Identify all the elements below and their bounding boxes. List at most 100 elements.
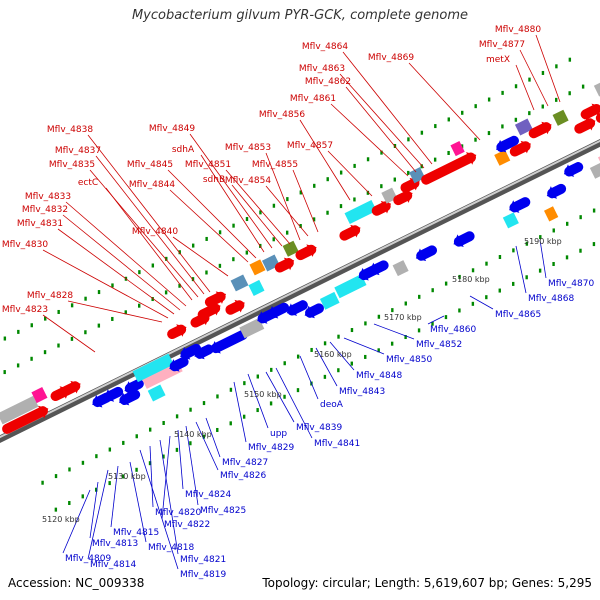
- tick-mark: [566, 221, 569, 226]
- tick-mark: [272, 203, 276, 208]
- tick-mark: [323, 374, 327, 379]
- forward-gene-label: Mflv_4853: [225, 143, 271, 153]
- leader-line: [161, 435, 171, 520]
- tick-mark: [135, 434, 138, 439]
- leader-line: [89, 169, 199, 298]
- reverse-gene-label: Mflv_4829: [248, 443, 294, 453]
- tick-mark: [460, 144, 464, 149]
- leader-line: [515, 245, 527, 294]
- gene-feature: [450, 140, 465, 157]
- leader-line: [299, 119, 351, 201]
- reverse-gene-label: Mflv_4825: [200, 506, 246, 516]
- tick-mark: [498, 255, 502, 260]
- tick-mark: [205, 236, 208, 241]
- tick-mark: [44, 316, 47, 321]
- gene-arrowhead: [402, 190, 413, 203]
- gene-arrowhead: [283, 257, 295, 271]
- forward-gene-label: sdhA: [172, 145, 195, 155]
- forward-gene-label: Mflv_4861: [290, 94, 336, 104]
- label-leader-lines: [42, 34, 561, 570]
- tick-mark: [57, 309, 60, 314]
- kbp-label: 5150 kbp: [244, 390, 282, 399]
- gene-arrowhead: [169, 359, 180, 372]
- tick-mark: [3, 336, 7, 341]
- tick-mark: [218, 230, 222, 235]
- tick-mark: [487, 97, 491, 102]
- tick-mark: [447, 117, 450, 122]
- gene-feature: [334, 274, 367, 299]
- gene-arrowhead: [306, 244, 317, 257]
- kbp-label: 5160 kbp: [314, 350, 352, 359]
- gene-feature: [552, 109, 569, 126]
- tick-mark: [391, 308, 394, 313]
- forward-gene-label: Mflv_4856: [259, 110, 305, 120]
- gene-feature: [261, 254, 280, 272]
- gene-labels: Mflv_4823 Mflv_4828 Mflv_4830 Mflv_4831 Mflv…: [2, 25, 595, 580]
- reverse-gene-label: Mflv_4813: [92, 539, 138, 549]
- tick-mark: [232, 257, 235, 262]
- tick-mark: [525, 241, 529, 246]
- reverse-gene-label: Mflv_4852: [416, 340, 462, 350]
- gene-arrowhead: [286, 303, 298, 316]
- reverse-gene-label: Mflv_4839: [296, 423, 342, 433]
- forward-gene-label: Mflv_4854: [225, 176, 271, 186]
- tick-mark: [339, 170, 343, 175]
- forward-gene-label: Mflv_4862: [305, 77, 351, 87]
- gene-arrowhead: [380, 200, 392, 214]
- tick-mark: [164, 290, 168, 295]
- leader-line: [339, 73, 425, 169]
- tick-mark: [380, 184, 383, 189]
- tick-mark: [178, 283, 181, 288]
- tick-mark: [256, 408, 259, 413]
- forward-gene-label: Mflv_4830: [2, 240, 48, 250]
- tick-mark: [30, 356, 33, 361]
- leader-line: [139, 449, 179, 570]
- leader-line: [95, 155, 205, 295]
- leader-line: [62, 214, 181, 311]
- reverse-gene: [287, 300, 308, 316]
- tick-mark: [165, 256, 168, 261]
- forward-gene-label: ectC: [78, 178, 98, 188]
- forward-gene-label: Mflv_4823: [2, 305, 48, 315]
- tick-mark: [122, 440, 125, 445]
- tick-mark: [525, 275, 528, 280]
- forward-gene-label: Mflv_4831: [17, 219, 63, 229]
- tick-mark: [111, 316, 114, 321]
- leader-line: [265, 371, 295, 423]
- tick-mark: [162, 420, 165, 425]
- gene-arrowhead: [541, 121, 552, 135]
- gene-arrowhead: [215, 291, 227, 304]
- gene-feature: [319, 291, 340, 310]
- gene-feature: [0, 395, 39, 425]
- leader-line: [87, 469, 109, 560]
- leader-line: [65, 201, 187, 307]
- tick-mark: [485, 295, 488, 300]
- gene-arrowhead: [176, 324, 187, 337]
- forward-gene-label: Mflv_4864: [302, 42, 348, 52]
- reverse-gene: [119, 389, 141, 405]
- leader-line: [299, 355, 319, 400]
- tick-mark: [592, 208, 596, 213]
- tick-mark: [326, 177, 329, 182]
- tick-mark: [138, 303, 141, 308]
- tick-mark: [581, 84, 585, 89]
- kbp-label: 5130 kbp: [108, 472, 146, 481]
- reverse-gene-label: Mflv_4868: [528, 294, 574, 304]
- leader-line: [185, 425, 199, 506]
- tick-mark: [135, 467, 138, 472]
- tick-mark: [175, 414, 179, 419]
- leader-line: [129, 461, 147, 543]
- reverse-gene-label: Mflv_4818: [148, 543, 194, 553]
- gene-arrowhead: [585, 117, 596, 131]
- leader-line: [247, 373, 269, 429]
- leader-line: [292, 169, 319, 233]
- gene-arrowhead: [496, 139, 507, 153]
- reverse-gene-label: Mflv_4822: [164, 520, 210, 530]
- tick-mark: [541, 104, 544, 109]
- tick-mark: [417, 328, 421, 333]
- tick-mark: [461, 110, 464, 115]
- tick-mark: [539, 235, 542, 240]
- leader-line: [105, 187, 193, 301]
- forward-gene-label: Mflv_4844: [129, 180, 175, 190]
